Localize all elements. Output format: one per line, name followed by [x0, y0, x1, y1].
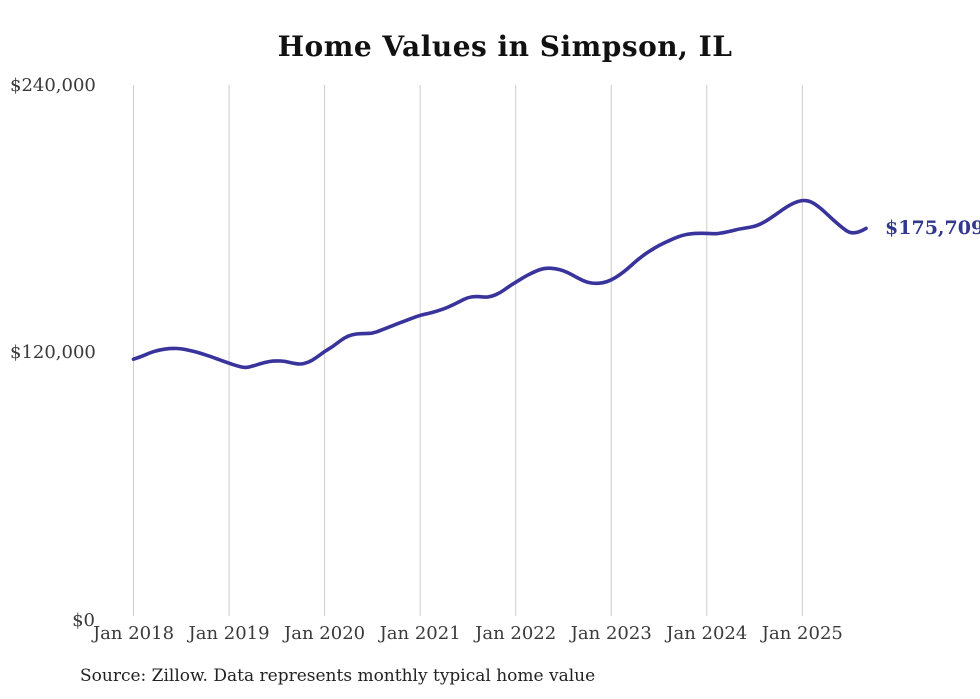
x-axis-tick-label: Jan 2018: [92, 623, 175, 644]
x-axis-tick-label: Jan 2020: [284, 623, 366, 644]
source-note: Source: Zillow. Data represents monthly …: [80, 666, 596, 686]
x-axis-tick-label: Jan 2019: [188, 623, 270, 644]
chart-title: Home Values in Simpson, IL: [277, 30, 733, 63]
x-axis-tick-label: Jan 2024: [666, 623, 748, 644]
home-value-line: [131, 198, 868, 370]
x-axis-tick-label: Jan 2023: [570, 623, 652, 644]
y-axis-tick-label: $0: [72, 610, 95, 631]
x-axis-tick-label: Jan 2022: [475, 623, 557, 644]
y-axis-tick-label: $240,000: [10, 74, 96, 96]
x-axis-tick-label: Jan 2021: [379, 623, 461, 644]
x-axis-tick-label: Jan 2025: [761, 623, 843, 644]
y-axis-tick-label: $120,000: [10, 342, 96, 364]
last-value-label: $175,709: [885, 217, 980, 240]
